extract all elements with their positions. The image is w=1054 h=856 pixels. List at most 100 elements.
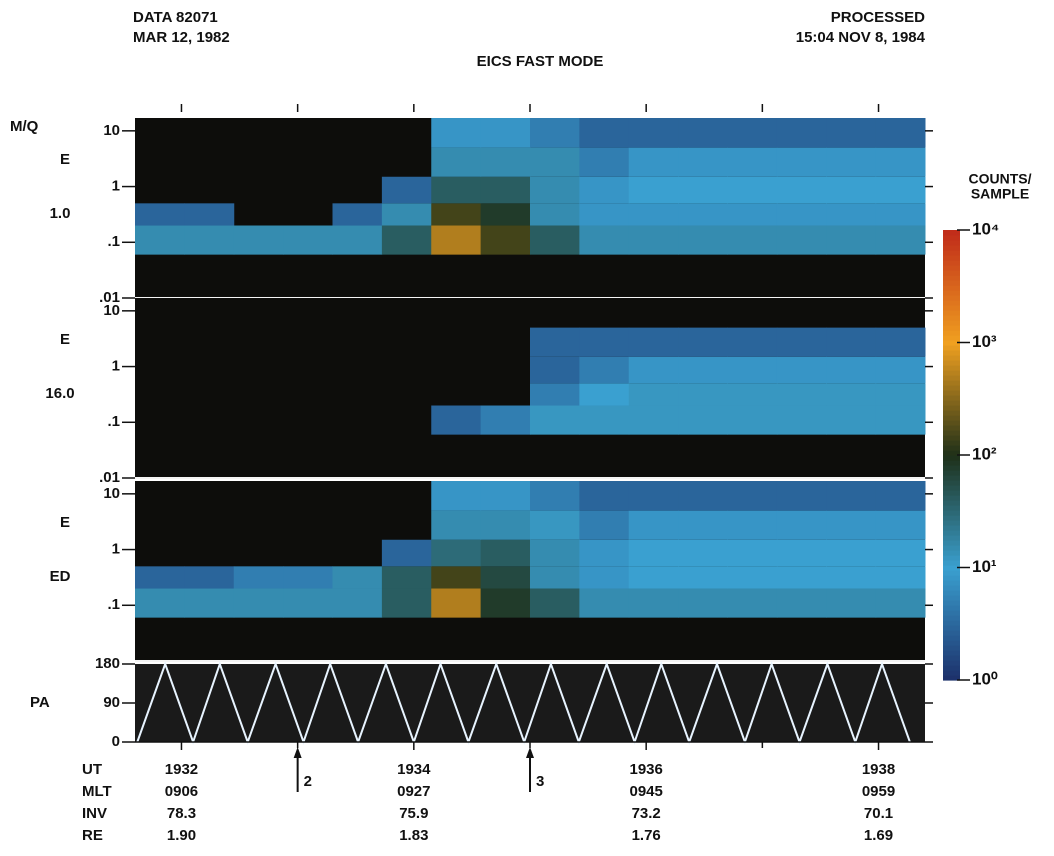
spectrogram-cell — [480, 118, 531, 148]
spectrogram-cell — [530, 203, 580, 226]
spectrogram-cell — [480, 225, 531, 255]
event-label: 2 — [304, 773, 312, 790]
spectrogram-cell — [480, 203, 531, 226]
colorbar-segment — [943, 435, 960, 441]
colorbar-segment — [943, 335, 960, 341]
spectrogram-cell — [628, 225, 679, 255]
colorbar-segment — [943, 410, 960, 416]
colorbar-segment — [943, 340, 960, 346]
colorbar-segment — [943, 330, 960, 336]
spectrogram-cell — [875, 481, 926, 511]
spectrogram-cell — [480, 176, 531, 204]
spectrogram-cell — [875, 566, 926, 589]
spectrogram-cell — [628, 383, 679, 406]
colorbar-segment — [943, 590, 960, 596]
colorbar-tick-label: 10³ — [972, 332, 997, 351]
pa-tick-label: 180 — [95, 655, 120, 672]
colorbar-tick-label: 10⁴ — [972, 219, 999, 238]
colorbar-segment — [943, 255, 960, 261]
colorbar-segment — [943, 315, 960, 321]
colorbar-tick-label: 10² — [972, 444, 997, 463]
colorbar-segment — [943, 670, 960, 676]
spectrogram-cell — [135, 588, 185, 618]
spectrogram-cell — [678, 203, 728, 226]
spectrogram-cell — [875, 383, 926, 406]
spectrogram-cell — [678, 481, 728, 511]
spectrogram-cell — [826, 405, 877, 435]
colorbar-segment — [943, 460, 960, 466]
spectrogram-cell — [283, 566, 333, 589]
colorbar-segment — [943, 240, 960, 246]
spectrogram-cell — [678, 383, 728, 406]
panel-label: 1.0 — [50, 205, 71, 222]
spectrogram-cell — [530, 176, 580, 204]
colorbar-segment — [943, 445, 960, 451]
colorbar-segment — [943, 320, 960, 326]
spectrogram-cell — [776, 405, 827, 435]
ephemeris-value: 0945 — [629, 783, 662, 800]
spectrogram-cell — [776, 539, 827, 567]
colorbar-segment — [943, 475, 960, 481]
x-axis-label: UT — [82, 761, 102, 778]
spectrogram-cell — [332, 566, 383, 589]
colorbar-segment — [943, 345, 960, 351]
spectrogram-cell — [579, 203, 630, 226]
ephemeris-value: 73.2 — [632, 805, 661, 822]
colorbar-segment — [943, 645, 960, 651]
colorbar-segment — [943, 500, 960, 506]
ephemeris-value: 1.83 — [399, 827, 428, 844]
spectrogram-cell — [826, 356, 877, 384]
spectrogram-cell — [579, 176, 630, 204]
spectrogram-cell — [431, 588, 482, 618]
spectrogram-cell — [332, 225, 383, 255]
colorbar-segment — [943, 260, 960, 266]
spectrogram-cell — [579, 539, 630, 567]
ephemeris-value: 0959 — [862, 783, 895, 800]
spectrogram-cell — [776, 383, 827, 406]
spectrogram-cell — [628, 539, 679, 567]
colorbar-segment — [943, 285, 960, 291]
spectrogram-cell — [628, 510, 679, 540]
spectrogram-cell — [480, 510, 531, 540]
spectrogram-cell — [233, 225, 284, 255]
pa-background — [135, 664, 925, 742]
y-tick-label: 1 — [112, 541, 120, 558]
colorbar-segment — [943, 525, 960, 531]
spectrogram-cell — [727, 147, 778, 177]
y-tick-label: 1 — [112, 358, 120, 375]
y-tick-label: .1 — [107, 596, 120, 613]
colorbar-segment — [943, 570, 960, 576]
colorbar-segment — [943, 575, 960, 581]
spectrogram-cell — [727, 118, 778, 148]
spectrogram-cell — [678, 118, 728, 148]
spectrogram-cell — [776, 176, 827, 204]
spectrogram-cell — [628, 176, 679, 204]
colorbar-segment — [943, 485, 960, 491]
colorbar-segment — [943, 280, 960, 286]
colorbar-segment — [943, 405, 960, 411]
colorbar-segment — [943, 455, 960, 461]
colorbar-segment — [943, 465, 960, 471]
colorbar-segment — [943, 495, 960, 501]
colorbar-segment — [943, 550, 960, 556]
spectrogram-cell — [826, 383, 877, 406]
spectrogram-cell — [431, 147, 482, 177]
spectrogram-cell — [135, 566, 185, 589]
spectrogram-cell — [381, 588, 432, 618]
spectrogram-cell — [678, 405, 728, 435]
colorbar-segment — [943, 610, 960, 616]
ephemeris-value: 0927 — [397, 783, 430, 800]
colorbar-segment — [943, 325, 960, 331]
spectrogram-cell — [579, 147, 630, 177]
colorbar-segment — [943, 560, 960, 566]
data-id: DATA 82071 — [133, 9, 218, 26]
processed-date: 15:04 NOV 8, 1984 — [796, 29, 926, 46]
spectrogram-cell — [530, 510, 580, 540]
colorbar-segment — [943, 385, 960, 391]
x-tick-label: 1936 — [629, 761, 662, 778]
panel-label: ED — [50, 568, 71, 585]
spectrogram-cell — [826, 588, 877, 618]
spectrogram-cell — [233, 588, 284, 618]
colorbar-segment — [943, 355, 960, 361]
spectrogram-cell — [332, 203, 383, 226]
